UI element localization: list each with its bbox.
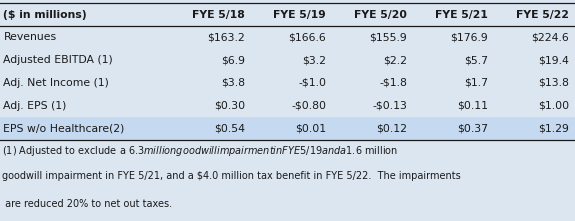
Bar [0,72,575,94]
Bar [0,3,575,26]
Text: goodwill impairment in FYE 5/21, and a $4.0 million tax benefit in FYE 5/22.  Th: goodwill impairment in FYE 5/21, and a $… [2,171,461,181]
Text: $0.37: $0.37 [457,124,488,133]
Text: $155.9: $155.9 [369,32,407,42]
Text: $19.4: $19.4 [538,55,569,65]
Text: $1.29: $1.29 [538,124,569,133]
Text: Adj. EPS (1): Adj. EPS (1) [3,101,67,111]
Bar [0,49,575,72]
Text: $1.7: $1.7 [464,78,488,88]
Text: $3.8: $3.8 [221,78,245,88]
Text: -$0.13: -$0.13 [372,101,407,111]
Text: Adj. Net Income (1): Adj. Net Income (1) [3,78,109,88]
Text: -$0.80: -$0.80 [291,101,326,111]
Text: $13.8: $13.8 [538,78,569,88]
Text: $163.2: $163.2 [207,32,245,42]
Text: -$1.8: -$1.8 [380,78,407,88]
Text: $0.11: $0.11 [457,101,488,111]
Text: ($ in millions): ($ in millions) [3,10,87,20]
Text: $2.2: $2.2 [383,55,407,65]
Bar [0,117,575,140]
Text: FYE 5/19: FYE 5/19 [273,10,326,20]
Text: $176.9: $176.9 [450,32,488,42]
Text: $5.7: $5.7 [464,55,488,65]
Text: EPS w/o Healthcare(2): EPS w/o Healthcare(2) [3,124,125,133]
Text: FYE 5/22: FYE 5/22 [516,10,569,20]
Text: $224.6: $224.6 [531,32,569,42]
Text: (1) Adjusted to exclude a $6.3 million goodwill impairment in FYE 5/19 and a $1.: (1) Adjusted to exclude a $6.3 million g… [2,144,398,158]
Text: FYE 5/18: FYE 5/18 [192,10,245,20]
Text: $6.9: $6.9 [221,55,245,65]
Text: $0.01: $0.01 [295,124,326,133]
Text: Adjusted EBITDA (1): Adjusted EBITDA (1) [3,55,113,65]
Text: FYE 5/21: FYE 5/21 [435,10,488,20]
Text: $0.30: $0.30 [214,101,245,111]
Text: FYE 5/20: FYE 5/20 [354,10,407,20]
Bar [0,94,575,117]
Text: $3.2: $3.2 [302,55,326,65]
Text: -$1.0: -$1.0 [298,78,326,88]
Text: $166.6: $166.6 [288,32,326,42]
Text: $0.54: $0.54 [214,124,245,133]
Bar [0,26,575,49]
Text: Revenues: Revenues [3,32,56,42]
Text: $1.00: $1.00 [538,101,569,111]
Text: $0.12: $0.12 [376,124,407,133]
Text: are reduced 20% to net out taxes.: are reduced 20% to net out taxes. [2,199,172,209]
